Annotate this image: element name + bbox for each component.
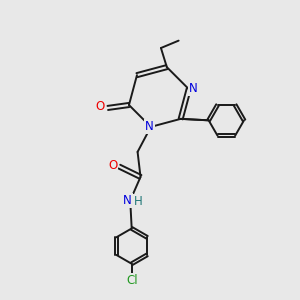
Text: O: O [108,159,118,172]
Text: Cl: Cl [126,274,137,287]
Text: N: N [145,120,154,134]
Text: N: N [189,82,197,95]
Text: N: N [123,194,132,207]
Text: H: H [134,195,143,208]
Text: O: O [96,100,105,113]
